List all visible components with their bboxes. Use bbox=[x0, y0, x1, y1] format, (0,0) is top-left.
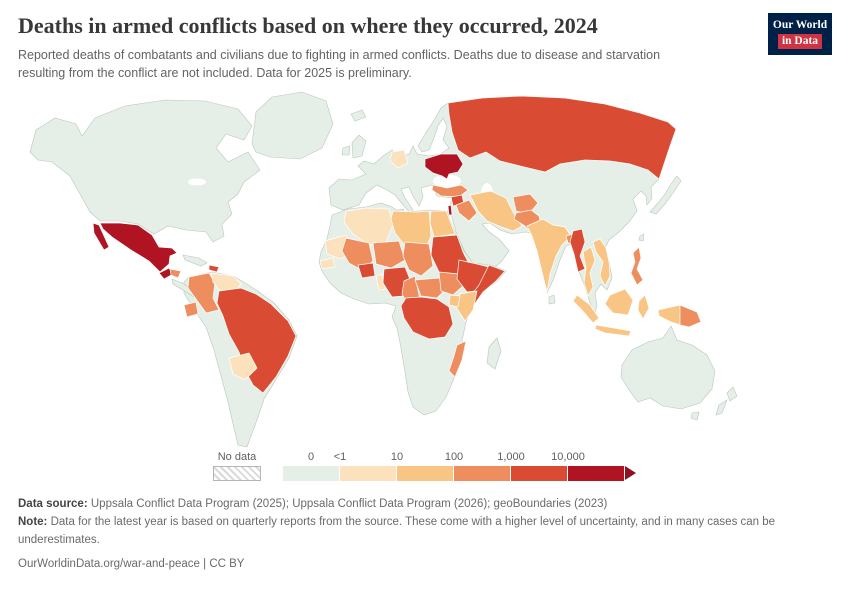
legend-color-bar bbox=[283, 466, 636, 482]
legend-tick-2: 10 bbox=[390, 451, 404, 464]
country-afghanistan[interactable] bbox=[512, 193, 539, 215]
note-line: Note: Data for the latest year is based … bbox=[18, 514, 832, 550]
owid-logo-line1: Our World bbox=[772, 19, 828, 32]
legend-bin-5[interactable] bbox=[568, 466, 625, 482]
country-russia[interactable] bbox=[447, 95, 677, 180]
legend-tick-0: 0 bbox=[307, 451, 315, 464]
country-united-kingdom[interactable] bbox=[351, 134, 367, 159]
country-egypt[interactable] bbox=[429, 210, 456, 238]
country-indonesia-borneo[interactable] bbox=[604, 288, 634, 316]
country-indonesia-java[interactable] bbox=[594, 324, 632, 337]
legend-tick-5: 10,000 bbox=[551, 451, 585, 464]
great-lakes bbox=[188, 178, 206, 186]
country-papua-new-guinea[interactable] bbox=[679, 304, 702, 328]
data-source-label: Data source: bbox=[18, 498, 88, 511]
country-ukraine[interactable] bbox=[424, 153, 464, 180]
owid-logo[interactable]: Our World in Data bbox=[768, 13, 832, 55]
legend-no-data: No data bbox=[213, 451, 261, 482]
country-brazil[interactable] bbox=[216, 287, 297, 394]
country-madagascar[interactable] bbox=[486, 337, 502, 370]
country-greenland[interactable] bbox=[251, 91, 334, 160]
country-germany[interactable] bbox=[389, 149, 409, 169]
country-mexico-baja[interactable] bbox=[92, 222, 110, 251]
country-indonesia-sumatra[interactable] bbox=[572, 294, 600, 324]
country-mozambique[interactable] bbox=[448, 340, 467, 378]
country-burkina-faso[interactable] bbox=[357, 262, 376, 279]
country-bolivia[interactable] bbox=[228, 352, 258, 381]
country-ecuador[interactable] bbox=[183, 301, 199, 318]
page-title: Deaths in armed conflicts based on where… bbox=[18, 13, 598, 38]
country-chad[interactable] bbox=[402, 241, 434, 277]
country-iceland[interactable] bbox=[350, 109, 367, 122]
country-india[interactable] bbox=[526, 218, 572, 293]
country-iran[interactable] bbox=[469, 190, 523, 232]
black-sea bbox=[433, 174, 461, 188]
country-sri-lanka[interactable] bbox=[548, 294, 556, 305]
country-japan[interactable] bbox=[649, 175, 682, 215]
country-israel-palestine[interactable] bbox=[447, 204, 453, 216]
legend-tick-3: 100 bbox=[444, 451, 464, 464]
country-new-zealand-north[interactable] bbox=[726, 386, 738, 402]
data-source-text: Uppsala Conflict Data Program (2025); Up… bbox=[90, 498, 608, 511]
legend-no-data-label: No data bbox=[217, 451, 257, 464]
country-new-zealand-south[interactable] bbox=[715, 399, 728, 416]
country-dr-congo[interactable] bbox=[400, 296, 454, 340]
note-label: Note: bbox=[18, 516, 48, 529]
map-legend: No data 0 <1 10 100 1,000 10,000 bbox=[213, 451, 832, 482]
legend-bin-0[interactable] bbox=[283, 466, 340, 482]
world-map bbox=[0, 84, 850, 457]
country-indonesia-west-papua[interactable] bbox=[657, 304, 681, 326]
legend-bin-1[interactable] bbox=[340, 466, 397, 482]
country-australia[interactable] bbox=[620, 325, 716, 410]
legend-arrow-icon bbox=[625, 466, 636, 481]
country-uganda[interactable] bbox=[448, 294, 461, 308]
legend-bin-4[interactable] bbox=[511, 466, 568, 482]
country-senegal[interactable] bbox=[319, 257, 336, 270]
country-colombia[interactable] bbox=[187, 272, 220, 314]
chart-header: Deaths in armed conflicts based on where… bbox=[18, 13, 832, 82]
region-north-america[interactable] bbox=[29, 99, 261, 243]
legend-no-data-swatch[interactable] bbox=[213, 466, 261, 482]
country-tasmania[interactable] bbox=[690, 411, 700, 421]
country-indonesia-sulawesi[interactable] bbox=[637, 294, 650, 320]
country-haiti[interactable] bbox=[208, 264, 220, 273]
country-central-african-republic[interactable] bbox=[414, 277, 448, 299]
citation-link[interactable]: OurWorldinData.org/war-and-peace | CC BY bbox=[18, 557, 245, 570]
legend-color-scale: 0 <1 10 100 1,000 10,000 bbox=[283, 451, 636, 482]
country-benin[interactable] bbox=[375, 273, 386, 291]
note-text: Data for the latest year is based on qua… bbox=[18, 516, 776, 546]
legend-bin-2[interactable] bbox=[397, 466, 454, 482]
legend-bin-3[interactable] bbox=[454, 466, 511, 482]
country-turkey[interactable] bbox=[431, 184, 469, 198]
country-taiwan[interactable] bbox=[638, 233, 645, 242]
owid-logo-line2: in Data bbox=[777, 34, 823, 49]
country-niger[interactable] bbox=[372, 240, 406, 269]
country-honduras[interactable] bbox=[169, 268, 182, 279]
chart-footer: Data source: Uppsala Conflict Data Progr… bbox=[18, 496, 832, 573]
country-cuba[interactable] bbox=[182, 254, 208, 267]
country-ireland[interactable] bbox=[341, 145, 351, 156]
country-thailand[interactable] bbox=[582, 246, 596, 298]
data-source-line: Data source: Uppsala Conflict Data Progr… bbox=[18, 496, 832, 514]
country-mexico[interactable] bbox=[99, 222, 178, 273]
country-myanmar[interactable] bbox=[569, 228, 586, 273]
country-iraq[interactable] bbox=[455, 199, 478, 222]
legend-tick-1: <1 bbox=[333, 451, 347, 464]
chart-subtitle: Reported deaths of combatants and civili… bbox=[18, 48, 661, 81]
country-vietnam-laos[interactable] bbox=[592, 238, 611, 288]
legend-tick-labels: 0 <1 10 100 1,000 10,000 bbox=[283, 451, 636, 466]
legend-tick-4: 1,000 bbox=[497, 451, 525, 464]
country-philippines[interactable] bbox=[630, 246, 644, 286]
country-somalia[interactable] bbox=[469, 264, 506, 306]
